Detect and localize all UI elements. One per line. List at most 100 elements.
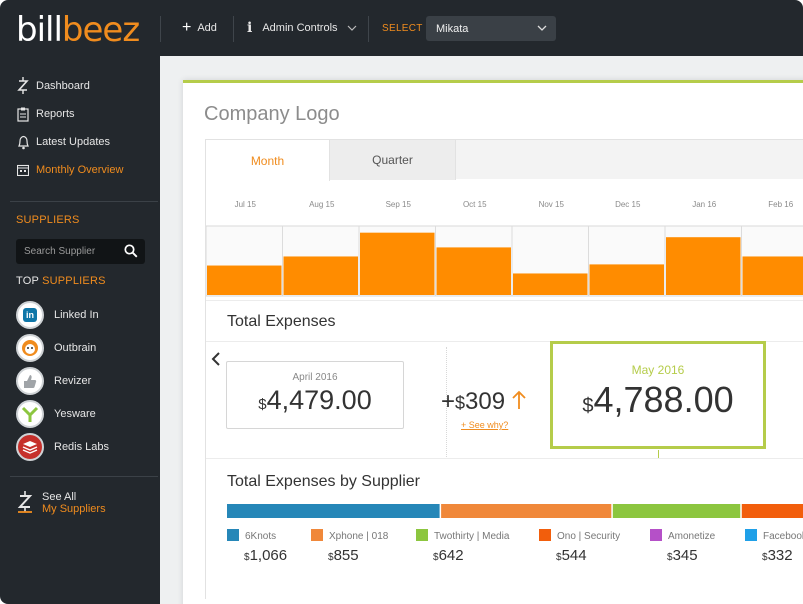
supplier-bar-segment[interactable] bbox=[741, 504, 803, 518]
supplier-bar-segment[interactable] bbox=[227, 504, 440, 518]
outbrain-icon bbox=[16, 334, 44, 362]
legend-supplier-name: Amonetize bbox=[668, 531, 716, 542]
company-logo: Company Logo bbox=[204, 103, 340, 125]
bee-z-icon bbox=[16, 77, 30, 95]
legend-supplier-name: 6Knots bbox=[245, 531, 277, 542]
legend-supplier-amount: $544 bbox=[556, 547, 587, 564]
legend-swatch bbox=[311, 529, 323, 541]
chart-bar[interactable] bbox=[360, 232, 435, 295]
supplier-legend-item[interactable]: 6Knots $1,066 bbox=[227, 529, 287, 564]
bell-icon bbox=[16, 135, 30, 150]
supplier-stacked-bar bbox=[227, 504, 803, 518]
expenses-by-supplier-title: Total Expenses by Supplier bbox=[227, 473, 420, 490]
card-pointer bbox=[658, 450, 659, 458]
sidebar-item-latest-updates[interactable]: Latest Updates bbox=[16, 132, 110, 152]
chart-bar[interactable] bbox=[513, 273, 588, 295]
sidebar-item-reports[interactable]: Reports bbox=[16, 104, 75, 124]
legend-supplier-amount: $345 bbox=[667, 547, 698, 564]
chart-tick-label: Aug 15 bbox=[309, 200, 335, 209]
sidebar-divider bbox=[10, 476, 158, 477]
monthly-chart: Jul 15 Aug 15 Sep 15 Oct 15 Nov 15 Dec 15 Jan … bbox=[205, 179, 803, 599]
chevron-down-icon bbox=[537, 25, 547, 31]
topbar-divider bbox=[368, 16, 369, 42]
chart-bar[interactable] bbox=[742, 256, 803, 295]
topbar-divider bbox=[160, 16, 161, 42]
info-icon: i bbox=[247, 20, 253, 36]
top-supplier-linkedin[interactable]: in Linked In bbox=[16, 301, 99, 329]
chart-tick-label: Feb 16 bbox=[768, 200, 793, 209]
search-supplier-box[interactable] bbox=[16, 239, 145, 264]
chart-bar[interactable] bbox=[666, 237, 741, 295]
topbar-divider bbox=[233, 16, 234, 42]
clipboard-icon bbox=[16, 107, 30, 122]
billbeez-logo[interactable]: billbeez bbox=[16, 10, 140, 50]
currency-symbol: $ bbox=[762, 552, 768, 563]
search-input[interactable] bbox=[24, 246, 119, 257]
current-month-card[interactable]: May 2016 $4,788.00 bbox=[550, 341, 766, 449]
supplier-bar-segment[interactable] bbox=[441, 504, 612, 518]
top-supplier-yesware[interactable]: Yesware bbox=[16, 400, 96, 428]
top-suppliers-heading: TOP SUPPLIERS bbox=[16, 275, 106, 287]
legend-swatch bbox=[650, 529, 662, 541]
top-bar: billbeez + Add i Admin Controls SELECT M… bbox=[0, 0, 803, 56]
chart-bar[interactable] bbox=[436, 247, 512, 295]
top-supplier-revizer[interactable]: Revizer bbox=[16, 367, 91, 395]
legend-swatch bbox=[539, 529, 551, 541]
amount-value: 345 bbox=[672, 547, 698, 564]
tab-month[interactable]: Month bbox=[205, 140, 330, 181]
sidebar-item-dashboard[interactable]: Dashboard bbox=[16, 76, 90, 96]
section-divider bbox=[206, 300, 803, 301]
see-why-link[interactable]: + See why? bbox=[461, 420, 509, 430]
tab-quarter[interactable]: Quarter bbox=[330, 140, 456, 180]
yesware-icon bbox=[16, 400, 44, 428]
legend-supplier-name: Xphone | 018 bbox=[329, 531, 389, 542]
supplier-legend-item[interactable]: Amonetize $345 bbox=[650, 529, 716, 564]
amount-value: 855 bbox=[333, 547, 359, 564]
supplier-legend-item[interactable]: Xphone | 018 $855 bbox=[311, 529, 389, 564]
chart-tick-label: Jul 15 bbox=[235, 200, 257, 209]
supplier-legend-item[interactable]: Twothirty | Media $642 bbox=[416, 529, 509, 564]
section-divider bbox=[206, 458, 803, 459]
chart-tick-label: Nov 15 bbox=[539, 200, 565, 209]
legend-supplier-name: Facebook bbox=[763, 531, 803, 542]
amount-value: 1,066 bbox=[249, 547, 288, 564]
currency-symbol: $ bbox=[244, 552, 250, 563]
sidebar-item-monthly-overview[interactable]: Monthly Overview bbox=[16, 160, 123, 180]
amount-value: 544 bbox=[561, 547, 587, 564]
add-button[interactable]: + Add bbox=[182, 19, 217, 36]
chart-bar[interactable] bbox=[207, 265, 282, 295]
chart-tick-label: Oct 15 bbox=[463, 200, 487, 209]
supplier-select[interactable]: Mikata bbox=[426, 16, 556, 41]
dotted-divider bbox=[446, 347, 447, 457]
total-expenses-title: Total Expenses bbox=[227, 313, 336, 330]
supplier-legend-item[interactable]: Facebook $332 bbox=[745, 529, 803, 564]
chart-bar[interactable] bbox=[589, 264, 665, 295]
main-panel: Company Logo Month Quarter Jul 15 Aug 15 S… bbox=[183, 80, 803, 604]
expense-delta: +$309 bbox=[441, 388, 527, 416]
linkedin-icon: in bbox=[16, 301, 44, 329]
legend-supplier-name: Ono | Security bbox=[557, 531, 621, 542]
admin-controls-menu[interactable]: i Admin Controls bbox=[247, 0, 357, 56]
top-supplier-redis-labs[interactable]: Redis Labs bbox=[16, 433, 109, 461]
see-all-suppliers-link[interactable]: See All My Suppliers bbox=[16, 491, 106, 516]
select-label: SELECT bbox=[382, 22, 423, 34]
chevron-left-icon[interactable] bbox=[211, 352, 221, 369]
chart-tick-label: Jan 16 bbox=[692, 200, 717, 209]
arrow-up-icon bbox=[511, 390, 527, 414]
chevron-down-icon bbox=[347, 25, 356, 31]
legend-supplier-amount: $1,066 bbox=[244, 547, 287, 564]
period-tabs: Month Quarter bbox=[205, 139, 803, 181]
top-supplier-outbrain[interactable]: Outbrain bbox=[16, 334, 96, 362]
supplier-legend-item[interactable]: Ono | Security $544 bbox=[539, 529, 621, 564]
previous-month-card[interactable]: April 2016 $4,479.00 bbox=[226, 361, 404, 429]
section-divider bbox=[206, 341, 803, 342]
bee-z-icon bbox=[16, 491, 34, 516]
chart-bar[interactable] bbox=[283, 256, 359, 295]
sidebar: Dashboard Reports Latest Updates Monthly… bbox=[0, 56, 160, 604]
currency-symbol: $ bbox=[328, 552, 334, 563]
search-icon[interactable] bbox=[124, 244, 138, 258]
calendar-icon bbox=[16, 164, 30, 176]
suppliers-heading: SUPPLIERS bbox=[16, 214, 80, 226]
supplier-bar-segment[interactable] bbox=[612, 504, 741, 518]
previous-month-amount: $4,479.00 bbox=[258, 385, 372, 415]
